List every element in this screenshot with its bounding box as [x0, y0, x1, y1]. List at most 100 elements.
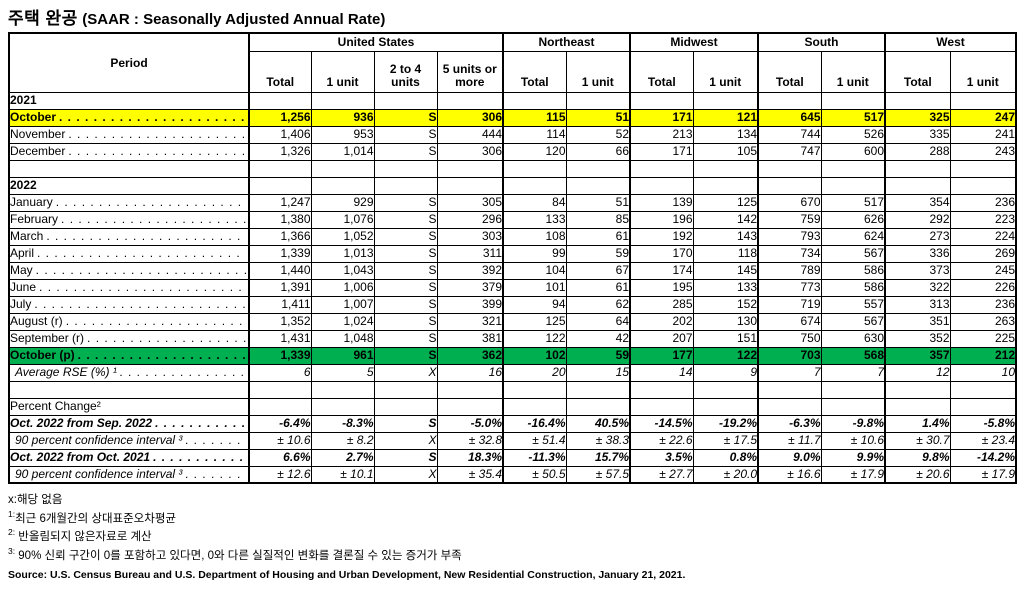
data-cell: ± 11.7 [757, 431, 822, 450]
data-cell [629, 176, 694, 195]
col-group-south: South [757, 32, 886, 52]
data-cell: ± 20.6 [884, 465, 951, 484]
data-cell [565, 397, 631, 416]
data-cell: 192 [629, 227, 694, 246]
data-cell: 99 [502, 244, 567, 263]
data-cell [310, 91, 375, 110]
row-label [8, 159, 250, 178]
data-cell: 16 [436, 363, 504, 382]
data-cell [692, 397, 759, 416]
data-cell [436, 159, 504, 178]
col-header-south-total: Total [757, 50, 822, 93]
col-header-mw-total: Total [629, 50, 694, 93]
data-cell [373, 397, 438, 416]
data-cell: 273 [884, 227, 951, 246]
data-cell: 94 [502, 295, 567, 314]
row-label [8, 380, 250, 399]
data-cell: -5.0% [436, 414, 504, 433]
row-label: May [8, 261, 250, 280]
data-cell [373, 380, 438, 399]
dot-leader [153, 450, 246, 465]
data-cell: 9 [692, 363, 759, 382]
data-cell: 151 [692, 329, 759, 348]
data-cell: 517 [820, 193, 886, 212]
data-cell: 305 [436, 193, 504, 212]
table-row: 2021 [8, 91, 1017, 110]
data-cell: 586 [820, 278, 886, 297]
data-cell [502, 159, 567, 178]
data-cell: ± 23.4 [949, 431, 1017, 450]
row-label: 90 percent confidence interval ³ [8, 465, 250, 484]
col-header-mw-1unit: 1 unit [692, 50, 759, 93]
data-cell: 122 [502, 329, 567, 348]
data-cell: 236 [949, 295, 1017, 314]
data-cell: S [373, 295, 438, 314]
data-cell: 1,411 [248, 295, 312, 314]
data-cell: 645 [757, 108, 822, 127]
data-cell: 241 [949, 125, 1017, 144]
data-cell: 1,048 [310, 329, 375, 348]
table-row: November1,406953S44411452213134744526335… [8, 125, 1017, 144]
data-cell: 245 [949, 261, 1017, 280]
table-row: 90 percent confidence interval ³± 12.6± … [8, 465, 1017, 484]
table-row [8, 159, 1017, 178]
data-cell: 1,391 [248, 278, 312, 297]
data-cell: 351 [884, 312, 951, 331]
data-cell: 5 [310, 363, 375, 382]
data-cell: 586 [820, 261, 886, 280]
data-cell: 392 [436, 261, 504, 280]
data-cell: -5.8% [949, 414, 1017, 433]
col-group-united-states: United States [248, 32, 504, 52]
table-row: 90 percent confidence interval ³± 10.6± … [8, 431, 1017, 450]
row-label: April [8, 244, 250, 263]
data-cell: 118 [692, 244, 759, 263]
row-label: 2022 [8, 176, 250, 195]
data-cell: ± 17.5 [692, 431, 759, 450]
data-cell: 744 [757, 125, 822, 144]
col-header-us-total: Total [248, 50, 312, 93]
data-cell [884, 159, 951, 178]
data-cell: -6.3% [757, 414, 822, 433]
table-row: February1,3801,076S296133851961427596262… [8, 210, 1017, 229]
data-cell [436, 397, 504, 416]
row-label: March [8, 227, 250, 246]
data-cell: S [373, 261, 438, 280]
data-cell: 3.5% [629, 448, 694, 467]
col-header-us-1unit: 1 unit [310, 50, 375, 93]
data-cell: -14.5% [629, 414, 694, 433]
table-row: 2022 [8, 176, 1017, 195]
data-cell [757, 397, 822, 416]
data-cell: ± 10.6 [820, 431, 886, 450]
data-cell: 18.3% [436, 448, 504, 467]
data-cell: 133 [502, 210, 567, 229]
data-cell: 285 [629, 295, 694, 314]
data-cell: 1,247 [248, 193, 312, 212]
data-cell: 354 [884, 193, 951, 212]
data-cell: 288 [884, 142, 951, 161]
data-cell: S [373, 346, 438, 365]
data-cell: 6 [248, 363, 312, 382]
data-cell: 170 [629, 244, 694, 263]
data-cell: 292 [884, 210, 951, 229]
data-cell [565, 91, 631, 110]
data-cell: 51 [565, 193, 631, 212]
data-cell [248, 380, 312, 399]
data-cell: 1,014 [310, 142, 375, 161]
data-cell: 51 [565, 108, 631, 127]
data-cell [310, 176, 375, 195]
data-cell [757, 91, 822, 110]
data-cell: 143 [692, 227, 759, 246]
data-cell: 321 [436, 312, 504, 331]
data-cell [248, 176, 312, 195]
table-row: October1,256936S306115511711216455173252… [8, 108, 1017, 127]
data-cell [884, 380, 951, 399]
data-cell: 2.7% [310, 448, 375, 467]
table-row: August (r)1,3521,024S3211256420213067456… [8, 312, 1017, 331]
col-group-northeast: Northeast [501, 32, 631, 52]
data-cell: S [373, 193, 438, 212]
dot-leader [39, 280, 246, 295]
data-cell: 202 [629, 312, 694, 331]
data-cell [692, 176, 759, 195]
data-cell: 9.9% [820, 448, 886, 467]
